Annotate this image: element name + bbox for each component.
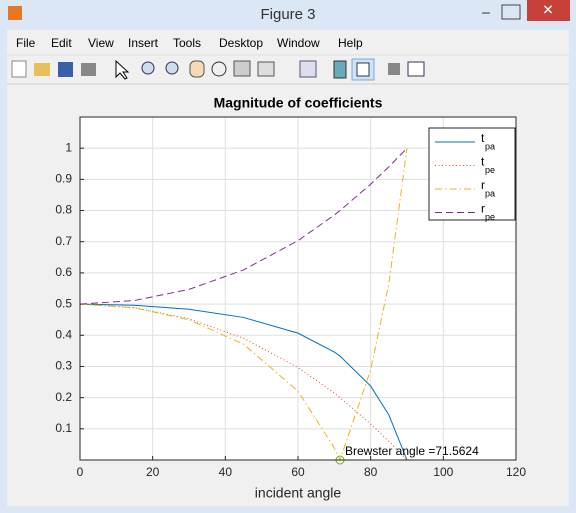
menu-item[interactable]: View bbox=[88, 36, 114, 50]
chart: 0 20 40 60 80 100 120 0.1 0.2 0.3 0.4 0.5 0.6 0.7 0.8 0… bbox=[55, 117, 526, 479]
datacursor-icon[interactable] bbox=[233, 60, 251, 77]
x-tick-label: 20 bbox=[146, 465, 160, 479]
maximize-button[interactable] bbox=[501, 4, 521, 20]
menu-bar: File Edit View Insert Tools Desktop Window Help bbox=[16, 36, 363, 50]
y-tick-label: 0.3 bbox=[55, 359, 72, 373]
legend-subscript: pe bbox=[485, 165, 495, 175]
y-tick-label: 0.2 bbox=[55, 390, 72, 404]
pointer-icon[interactable] bbox=[115, 59, 130, 80]
legend-subscript: pa bbox=[485, 188, 495, 198]
y-tick-label: 0.7 bbox=[55, 234, 72, 248]
show-tools-icon[interactable] bbox=[407, 61, 425, 77]
legend-label: r bbox=[481, 202, 485, 216]
x-tick-label: 100 bbox=[433, 465, 453, 479]
save-icon[interactable] bbox=[58, 62, 73, 77]
x-tick-label: 80 bbox=[364, 465, 378, 479]
minimize-button[interactable]: – bbox=[482, 4, 490, 20]
y-tick-label: 0.6 bbox=[55, 265, 72, 279]
menu-item[interactable]: Tools bbox=[173, 36, 201, 50]
zoom-out-icon[interactable] bbox=[165, 61, 179, 75]
close-button[interactable] bbox=[527, 0, 570, 21]
new-icon[interactable] bbox=[11, 60, 27, 78]
legend-subscript: pa bbox=[485, 141, 495, 151]
y-tick-label: 1 bbox=[65, 140, 72, 154]
series-line bbox=[79, 148, 408, 462]
annotation: Brewster angle =71.5624 bbox=[345, 444, 479, 458]
y-tick-label: 0.5 bbox=[55, 296, 72, 310]
y-tick-label: 0.1 bbox=[55, 421, 72, 435]
series-line bbox=[79, 303, 408, 461]
series-line bbox=[79, 147, 408, 305]
x-tick-label: 40 bbox=[219, 465, 233, 479]
print-icon[interactable] bbox=[81, 63, 96, 76]
menu-item[interactable]: File bbox=[16, 36, 36, 50]
zoom-in-icon[interactable] bbox=[141, 61, 155, 75]
legend-box bbox=[428, 127, 516, 221]
pan-icon[interactable] bbox=[189, 60, 205, 78]
menu-item[interactable]: Desktop bbox=[219, 36, 263, 50]
menu-item[interactable]: Insert bbox=[128, 36, 159, 50]
y-tick-label: 0.8 bbox=[55, 203, 72, 217]
series-line bbox=[79, 303, 408, 461]
menu-item[interactable]: Edit bbox=[51, 36, 72, 50]
legend-label: t bbox=[481, 131, 485, 145]
hide-tools-icon[interactable] bbox=[388, 63, 400, 75]
link-icon[interactable] bbox=[299, 60, 317, 78]
axes-box bbox=[79, 116, 517, 461]
toolbar bbox=[11, 58, 425, 81]
chart-title: Magnitude of coefficients bbox=[214, 95, 383, 111]
menu-item[interactable]: Window bbox=[277, 36, 320, 50]
open-icon[interactable] bbox=[34, 63, 50, 76]
y-tick-label: 0.4 bbox=[55, 327, 72, 341]
legend-subscript: pe bbox=[485, 212, 495, 222]
menu-item[interactable]: Help bbox=[338, 36, 363, 50]
colorbar-icon[interactable] bbox=[333, 60, 347, 79]
x-axis-label: incident angle bbox=[255, 485, 342, 501]
x-tick-label: 60 bbox=[291, 465, 305, 479]
legend-label: r bbox=[481, 178, 485, 192]
app-icon bbox=[8, 6, 22, 20]
x-tick-label: 0 bbox=[77, 465, 84, 479]
close-icon: ✕ bbox=[542, 2, 554, 18]
y-tick-label: 0.9 bbox=[55, 172, 72, 186]
legend-label: t bbox=[481, 155, 485, 169]
x-tick-label: 120 bbox=[506, 465, 526, 479]
window-title: Figure 3 bbox=[260, 6, 315, 23]
legend-icon bbox=[356, 62, 370, 77]
rotate-icon[interactable] bbox=[211, 61, 227, 77]
brush-icon[interactable] bbox=[257, 61, 275, 77]
